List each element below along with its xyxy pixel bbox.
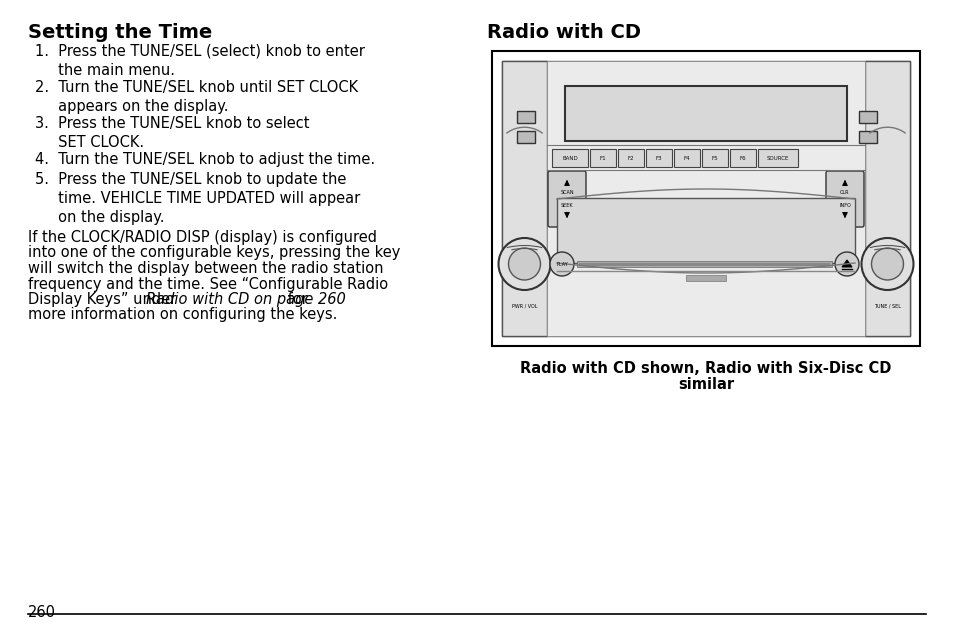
Bar [517, 131, 535, 143]
Circle shape [861, 238, 913, 290]
Bar [501, 61, 546, 336]
Text: 5.  Press the TUNE/SEL knob to update the
     time. VEHICLE TIME UPDATED will a: 5. Press the TUNE/SEL knob to update the… [35, 172, 360, 225]
FancyBboxPatch shape [547, 171, 585, 227]
Circle shape [550, 252, 574, 276]
Bar [864, 61, 909, 336]
Text: Radio with CD: Radio with CD [486, 23, 640, 42]
Bar [577, 261, 831, 267]
Bar [517, 111, 535, 123]
Text: CLR: CLR [840, 190, 849, 195]
Text: F3: F3 [655, 155, 661, 160]
Text: for: for [283, 292, 308, 307]
Text: 260: 260 [28, 605, 56, 620]
Text: will switch the display between the radio station: will switch the display between the radi… [28, 261, 383, 276]
Bar [685, 275, 725, 281]
Text: F4: F4 [683, 155, 690, 160]
Text: SCAN: SCAN [559, 190, 573, 195]
Bar [552, 149, 587, 167]
Bar [618, 149, 643, 167]
Circle shape [834, 252, 858, 276]
Bar [557, 198, 854, 263]
Circle shape [508, 248, 540, 280]
Bar [758, 149, 797, 167]
Text: frequency and the time. See “Configurable Radio: frequency and the time. See “Configurabl… [28, 277, 388, 291]
FancyBboxPatch shape [825, 171, 863, 227]
Bar [729, 149, 755, 167]
Text: SEEK: SEEK [560, 203, 573, 208]
Circle shape [498, 238, 550, 290]
Text: Display Keys” under: Display Keys” under [28, 292, 181, 307]
Text: more information on configuring the keys.: more information on configuring the keys… [28, 307, 337, 322]
Text: PWR / VOL: PWR / VOL [511, 303, 537, 308]
Text: Radio with CD shown, Radio with Six-Disc CD: Radio with CD shown, Radio with Six-Disc… [519, 361, 891, 376]
Circle shape [871, 248, 902, 280]
Text: Radio with CD on page 260: Radio with CD on page 260 [146, 292, 345, 307]
Text: similar: similar [678, 377, 733, 392]
Text: If the CLOCK/RADIO DISP (display) is configured: If the CLOCK/RADIO DISP (display) is con… [28, 230, 376, 245]
Bar [858, 111, 876, 123]
Text: F2: F2 [627, 155, 634, 160]
Text: into one of the configurable keys, pressing the key: into one of the configurable keys, press… [28, 245, 400, 261]
Text: INFO: INFO [839, 203, 850, 208]
Text: F5: F5 [711, 155, 718, 160]
Polygon shape [841, 260, 851, 267]
Bar [858, 131, 876, 143]
Text: 3.  Press the TUNE/SEL knob to select
     SET CLOCK.: 3. Press the TUNE/SEL knob to select SET… [35, 116, 309, 150]
Text: F1: F1 [599, 155, 606, 160]
Text: SOURCE: SOURCE [766, 155, 788, 160]
Text: TUNE / SEL: TUNE / SEL [873, 303, 900, 308]
Bar [564, 86, 846, 141]
Bar [546, 61, 864, 336]
Text: Setting the Time: Setting the Time [28, 23, 212, 42]
Text: PLAY: PLAY [556, 261, 567, 266]
Text: 2.  Turn the TUNE/SEL knob until SET CLOCK
     appears on the display.: 2. Turn the TUNE/SEL knob until SET CLOC… [35, 80, 357, 114]
Text: BAND: BAND [561, 155, 578, 160]
Bar [645, 149, 671, 167]
Text: 4.  Turn the TUNE/SEL knob to adjust the time.: 4. Turn the TUNE/SEL knob to adjust the … [35, 152, 375, 167]
Bar [501, 61, 909, 336]
Bar [701, 149, 727, 167]
Text: 1.  Press the TUNE/SEL (select) knob to enter
     the main menu.: 1. Press the TUNE/SEL (select) knob to e… [35, 44, 364, 78]
Bar [589, 149, 616, 167]
Bar [578, 263, 829, 265]
Text: F6: F6 [739, 155, 745, 160]
Bar [492, 51, 919, 346]
Bar [673, 149, 700, 167]
